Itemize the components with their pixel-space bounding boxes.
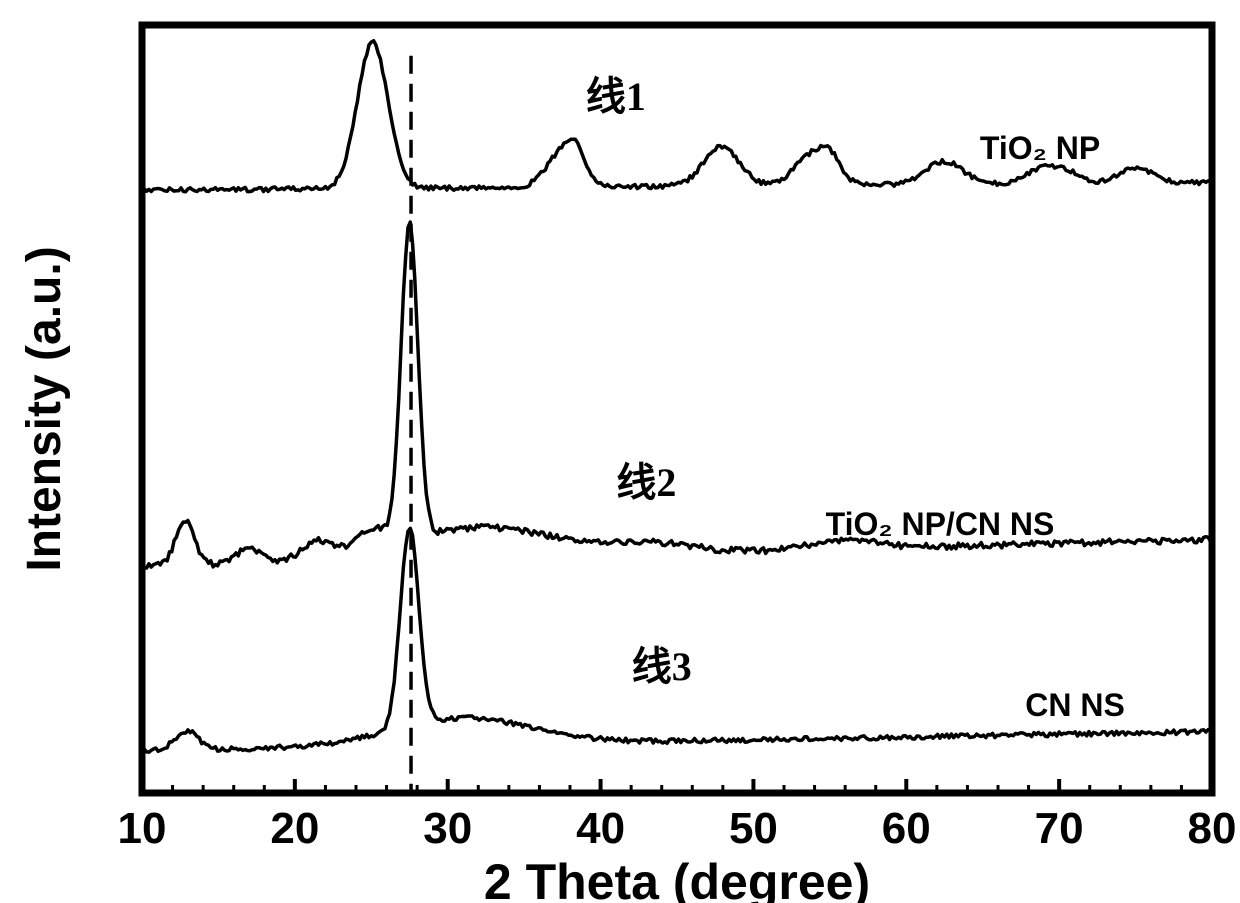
x-tick-label: 30 (423, 804, 472, 853)
x-axis-label: 2 Theta (degree) (484, 854, 870, 903)
x-tick-label: 40 (576, 804, 625, 853)
x-tick-label: 10 (118, 804, 167, 853)
xrd-chart: 10 20 30 40 50 60 70 80 2 Theta (degree) Intensit… (0, 0, 1240, 903)
y-axis-label: Intensity (a.u.) (18, 246, 71, 571)
series-line-label-1: 线1 (586, 74, 646, 119)
series-legend-1: TiO₂ NP (980, 130, 1100, 166)
series-legend-2: TiO₂ NP/CN NS (826, 506, 1055, 542)
series-legend-3: CN NS (1025, 687, 1125, 723)
x-tick-label: 20 (270, 804, 319, 853)
series-line-label-2: 线2 (616, 460, 676, 505)
series-line-label-3: 线3 (632, 644, 692, 689)
x-tick-label: 80 (1188, 804, 1237, 853)
x-tick-label: 60 (882, 804, 931, 853)
x-tick-label: 50 (729, 804, 778, 853)
x-tick-label: 70 (1035, 804, 1084, 853)
